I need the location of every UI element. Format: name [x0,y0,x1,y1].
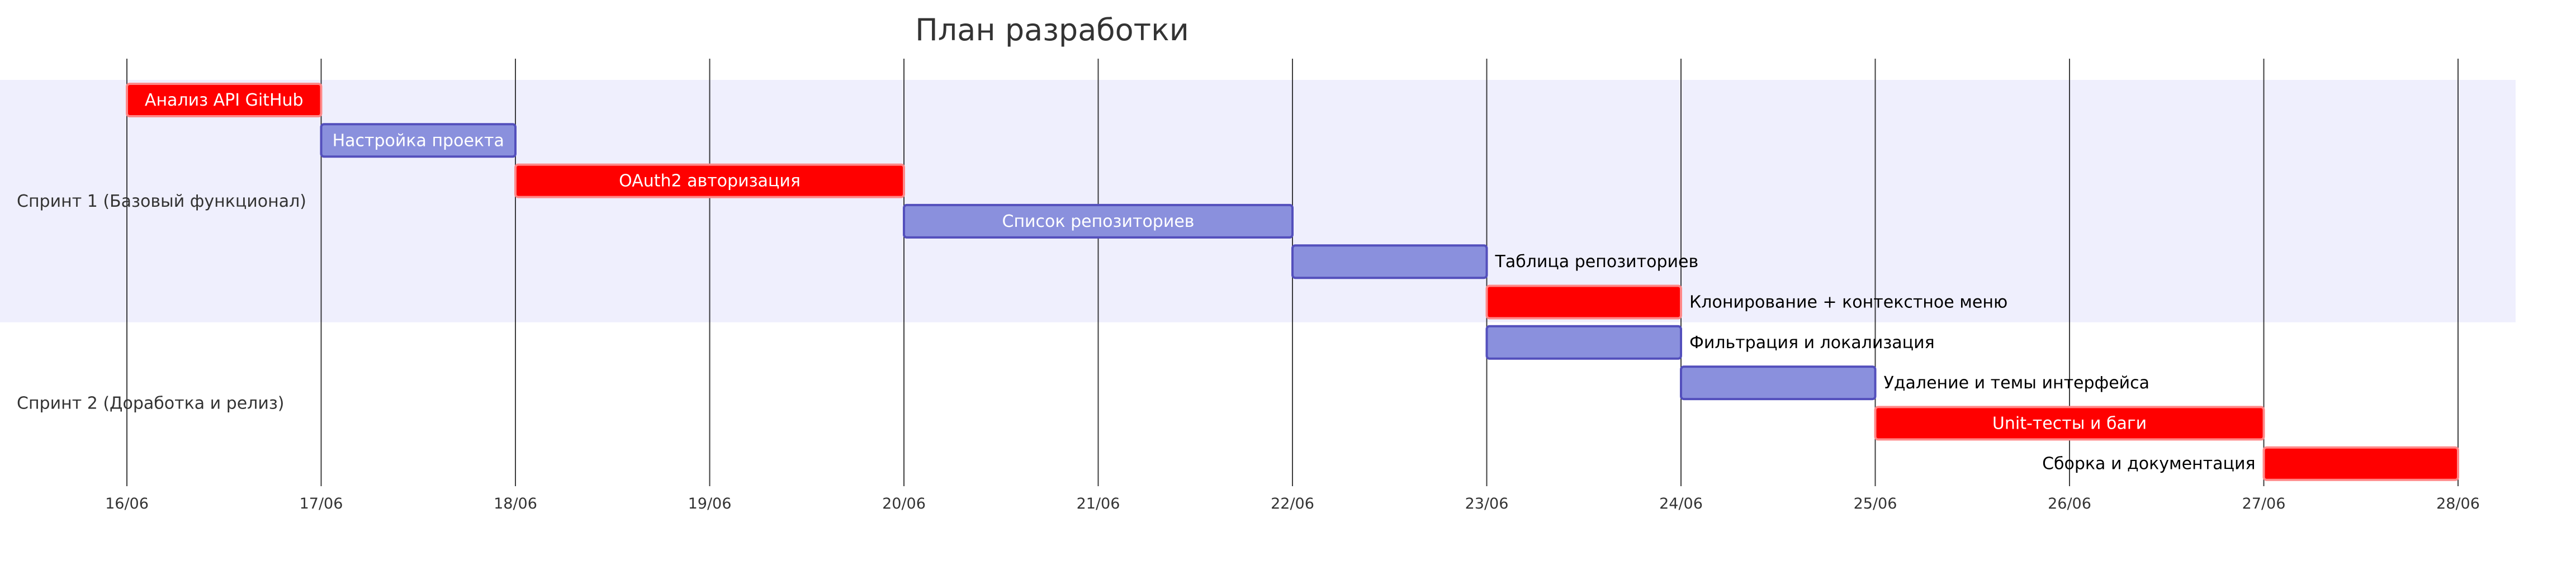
section-bands [0,80,2516,484]
task-bar [903,203,1294,239]
task-label: Unit-тесты и баги [1992,414,2147,433]
tick-label: 20/06 [882,495,926,512]
tick-label: 19/06 [688,495,732,512]
task-label: Анализ API GitHub [145,91,304,110]
tick-label: 26/06 [2048,495,2091,512]
tick-label: 28/06 [2436,495,2480,512]
section-band [0,80,2516,322]
task-bar-critical [2262,446,2459,481]
tick-label: 24/06 [1659,495,1703,512]
task-bar-critical [514,163,905,198]
task-bar [1291,244,1488,279]
task-label: OAuth2 авторизация [619,172,801,191]
task-label: Фильтрация и локализация [1689,333,1935,353]
section-labels: Спринт 1 (Базовый функционал) Спринт 2 (Д… [17,192,306,414]
section-label: Спринт 1 (Базовый функционал) [17,192,306,211]
tick-label: 23/06 [1465,495,1509,512]
task-bars: Анализ API GitHub Настройка проекта OAuth2… [126,83,2459,481]
tick-label: 25/06 [1854,495,1897,512]
tick-label: 21/06 [1077,495,1120,512]
task-label: Настройка проекта [333,131,504,150]
tick-label: 22/06 [1271,495,1314,512]
task-bar-critical [1874,406,2265,441]
task-label: Удаление и темы интерфейса [1884,373,2150,393]
task-bar [1680,365,1877,401]
tick-label: 18/06 [494,495,537,512]
task-label: Таблица репозиториев [1495,252,1699,272]
task-bar-critical [126,83,323,117]
task-bar [320,123,517,158]
tick-label: 27/06 [2242,495,2286,512]
chart-title: План разработки [915,12,1189,48]
tick-label: 16/06 [105,495,149,512]
section-band [0,322,2516,484]
task-bar [1485,325,1682,360]
task-label: Клонирование + контекстное меню [1689,293,2007,312]
task-label: Список репозиториев [1002,212,1195,231]
task-bar-critical [1485,284,1682,320]
task-label: Сборка и документация [2042,454,2255,474]
x-axis-ticks: 16/06 17/06 18/06 19/06 20/06 21/06 22/06 23/06… [105,495,2480,512]
tick-label: 17/06 [300,495,343,512]
section-label: Спринт 2 (Доработка и релиз) [17,393,285,413]
